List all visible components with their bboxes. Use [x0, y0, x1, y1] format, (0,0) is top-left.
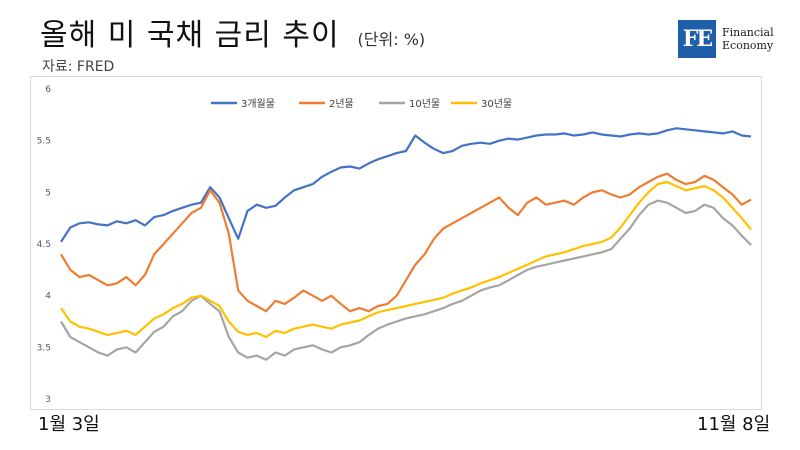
legend-item-3m: 3개월물: [211, 98, 275, 110]
chart-area: 3 3.5 4 4.5 5 5.5 6 3개월물 2년물 10년물 30년물: [30, 76, 762, 410]
financial-economy-logo: FE Financial Economy: [678, 20, 774, 58]
legend-label: 10년물: [409, 98, 440, 110]
y-tick-label: 5: [45, 188, 51, 198]
y-tick-label: 6: [45, 85, 51, 95]
logo-line-2: Economy: [722, 39, 774, 52]
source-label: 자료: FRED: [42, 59, 115, 75]
legend-item-10y: 10년물: [379, 98, 440, 110]
series-line-10y: [60, 199, 752, 361]
y-tick-label: 4: [45, 292, 51, 302]
logo-wordmark: Financial Economy: [722, 26, 774, 52]
y-tick-label: 3.5: [37, 343, 51, 353]
legend-label: 2년물: [329, 98, 354, 110]
legend-item-2y: 2년물: [299, 98, 354, 110]
line-chart: 3 3.5 4 4.5 5 5.5 6 3개월물 2년물 10년물 30년물: [37, 85, 752, 405]
unit-label: (단위: %): [357, 30, 426, 49]
x-start-label: 1월 3일: [38, 414, 100, 435]
y-tick-label: 4.5: [37, 240, 51, 250]
series-line-3m: [60, 127, 752, 243]
chart-title: 올해 미 국채 금리 추이: [40, 18, 340, 53]
y-tick-label: 5.5: [37, 137, 51, 147]
legend-item-30y: 30년물: [451, 98, 512, 110]
fe-logo-icon: FE: [678, 20, 716, 58]
x-end-label: 11월 8일: [697, 414, 771, 435]
y-tick-label: 3: [45, 395, 51, 405]
legend-label: 30년물: [481, 98, 512, 110]
series-line-2y: [60, 172, 752, 313]
series-line-30y: [60, 180, 752, 339]
legend-label: 3개월물: [241, 98, 275, 110]
title-row: 올해 미 국채 금리 추이 (단위: %): [40, 10, 425, 54]
logo-line-1: Financial: [722, 26, 774, 39]
